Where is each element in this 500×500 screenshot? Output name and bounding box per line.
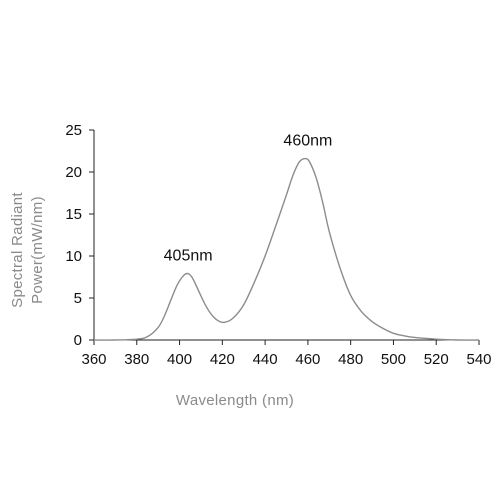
x-tick-label-380: 380 — [124, 351, 149, 368]
x-tick-label-420: 420 — [210, 351, 235, 368]
x-tick-label-460: 460 — [295, 351, 320, 368]
x-tick-label-500: 500 — [381, 351, 406, 368]
plot-area: 0 5 10 15 20 25 360 380 400 420 440 460 480 500 520 540… — [65, 122, 491, 368]
y-tick-label-0: 0 — [74, 332, 82, 349]
y-tick-label-20: 20 — [65, 164, 82, 181]
peak-label-0: 405nm — [164, 248, 213, 265]
x-tick-label-400: 400 — [167, 351, 192, 368]
x-tick-label-480: 480 — [338, 351, 363, 368]
x-tick-label-360: 360 — [81, 351, 106, 368]
y-tick-label-15: 15 — [65, 206, 82, 223]
y-tick-label-25: 25 — [65, 122, 82, 139]
y-axis-title-line-2: Power(mW/nm) — [29, 196, 46, 304]
x-tick-label-520: 520 — [424, 351, 449, 368]
peak-label-1: 460nm — [283, 133, 332, 150]
x-tick-label-540: 540 — [466, 351, 491, 368]
x-tick-label-440: 440 — [253, 351, 278, 368]
y-tick-label-10: 10 — [65, 248, 82, 265]
x-axis-title: Wavelength (nm) — [176, 392, 294, 409]
y-tick-label-5: 5 — [74, 290, 82, 307]
spectrum-series-line-0 — [93, 157, 480, 341]
y-axis-title: Spectral Radiant Power(mW/nm) — [9, 192, 46, 308]
y-axis-title-line-1: Spectral Radiant — [9, 192, 26, 308]
